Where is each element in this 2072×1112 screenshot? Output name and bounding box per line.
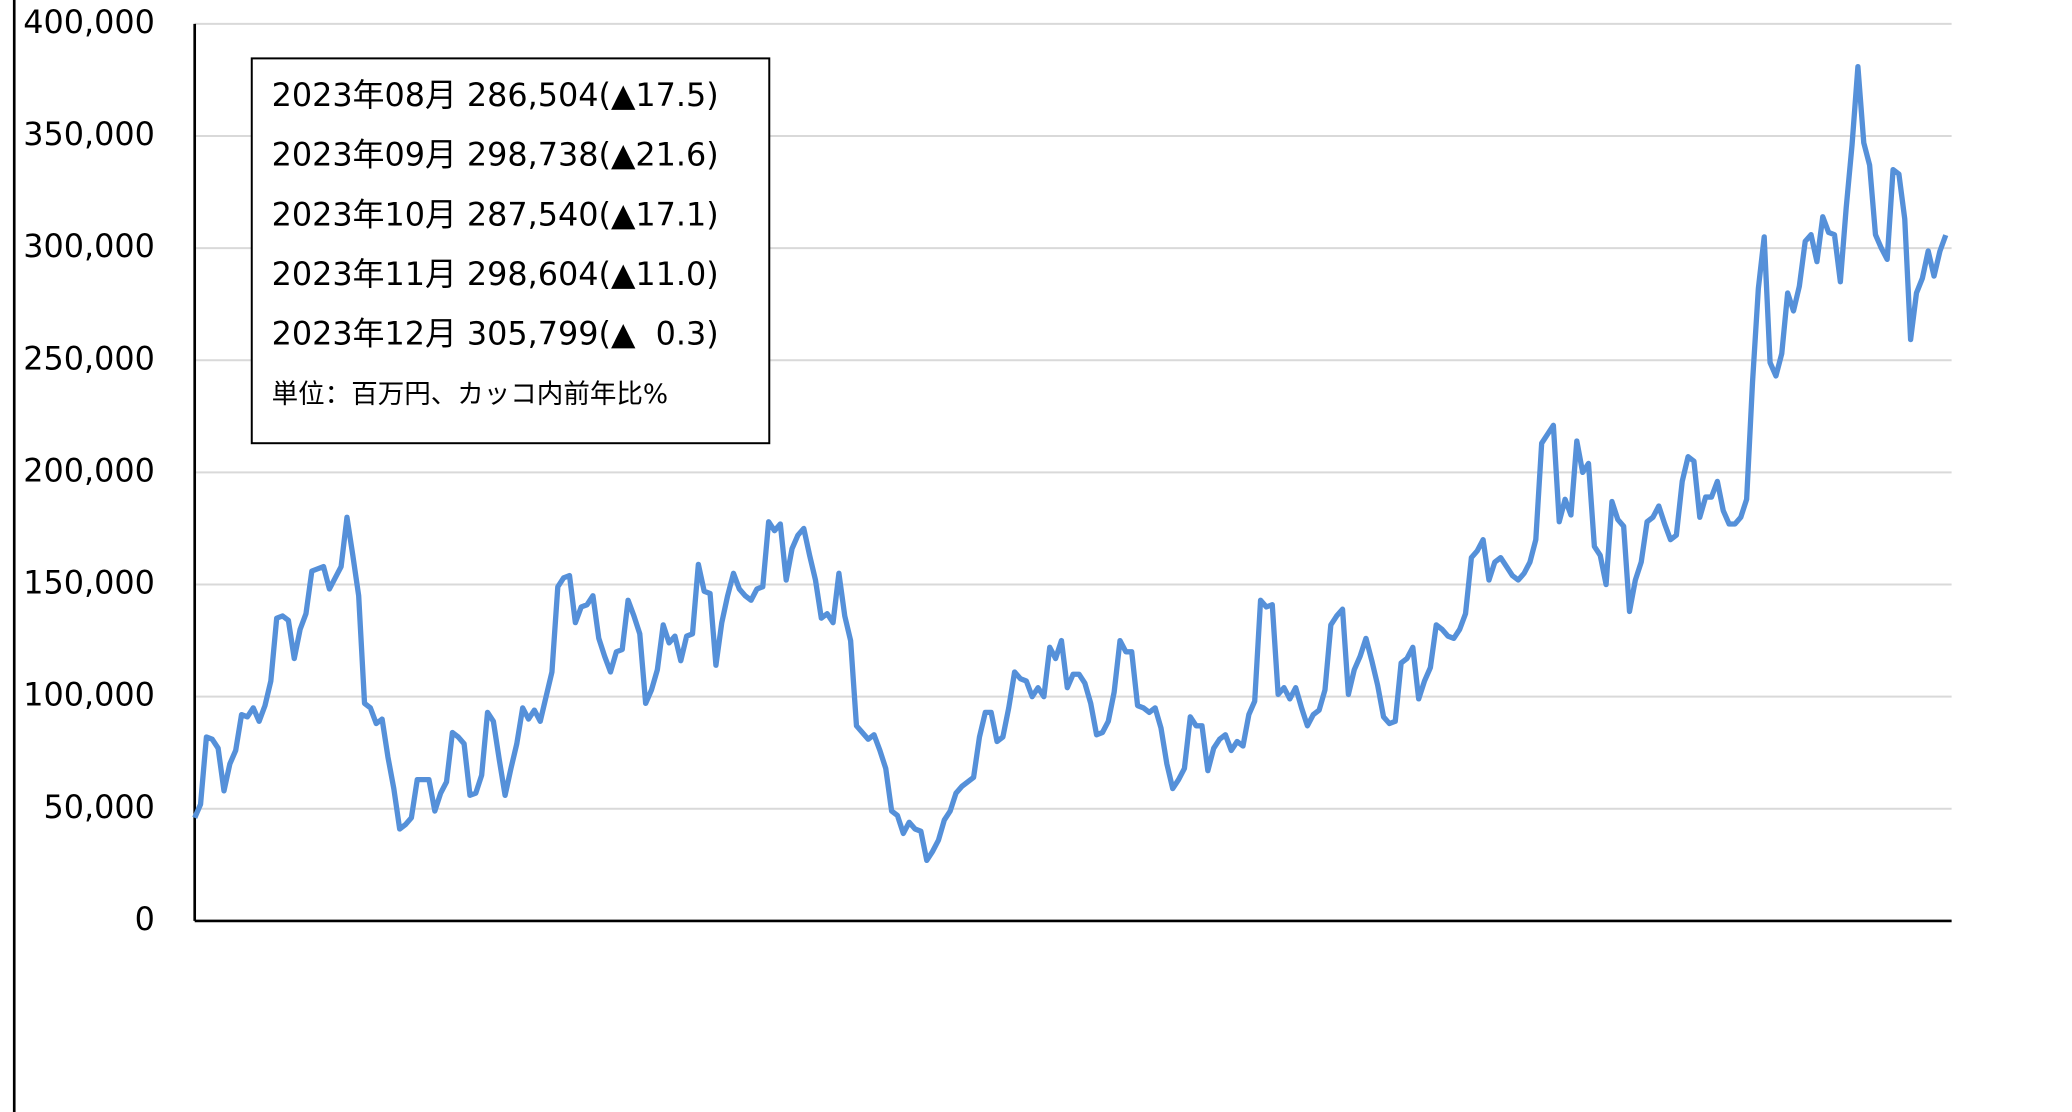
info-line: 2023年11月 298,604(▲11.0)	[272, 255, 719, 293]
y-tick-label: 300,000	[23, 227, 155, 265]
unit-note: 単位：百万円、カッコ内前年比%	[272, 379, 668, 410]
info-line: 2023年12月 305,799(▲ 0.3)	[272, 315, 719, 353]
line	[192, 63, 1949, 864]
y-tick-label: 50,000	[44, 788, 155, 826]
info-line: 2023年09月 298,738(▲21.6)	[272, 136, 719, 174]
plot	[192, 63, 1949, 864]
y-tick-label: 0	[135, 900, 155, 938]
y-tick-label: 200,000	[23, 451, 155, 489]
info-box	[250, 57, 771, 445]
grid: 0 50,000 100,000 150,000 200,000 250,000 300,0…	[23, 3, 1952, 938]
y-tick-label: 100,000	[23, 676, 155, 714]
y-tick-label: 400,000	[23, 3, 155, 41]
info-lines: 2023年08月 286,504(▲17.5) 2023年09月 298,738(…	[272, 76, 719, 410]
y-tick-label: 150,000	[23, 564, 155, 602]
info-line: 2023年08月 286,504(▲17.5)	[272, 76, 719, 114]
y-tick-label: 350,000	[23, 115, 155, 153]
y-tick-label: 250,000	[23, 339, 155, 377]
info-line: 2023年10月 287,540(▲17.1)	[272, 195, 719, 233]
